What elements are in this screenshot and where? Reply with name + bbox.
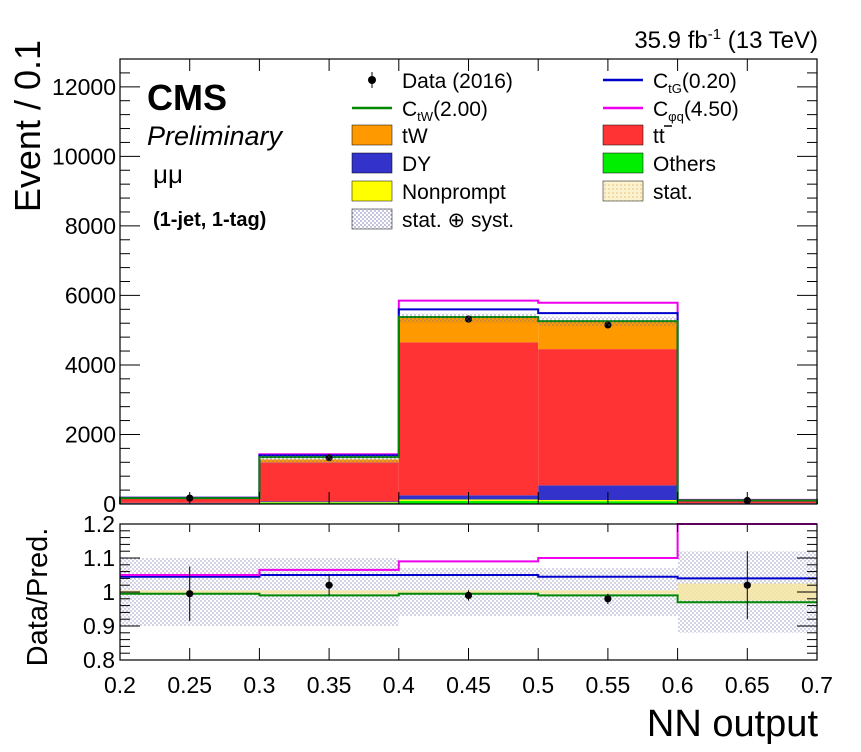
legend-label-dy: DY xyxy=(402,153,431,176)
legend-label-ctg: CtG(0.20) xyxy=(653,70,737,96)
ratio-ytick-label-2: 1 xyxy=(102,579,115,605)
ratio-xtick-label-5: 0.45 xyxy=(446,672,491,698)
main-uncertainty-band-bin-0 xyxy=(120,497,260,499)
tw-swatch-icon xyxy=(351,124,393,146)
bar-tt-bin-2 xyxy=(398,342,539,496)
legend-label-ttbar: tt xyxy=(653,125,665,148)
ratio-line-ctg xyxy=(120,574,817,580)
stat-swatch-icon xyxy=(602,180,644,202)
ratio-stat-band-bin-3 xyxy=(538,590,678,594)
ratio-data-point-0 xyxy=(186,590,194,598)
main-ytick-label-3: 6000 xyxy=(65,282,116,308)
legend-entry-stat: stat. xyxy=(602,180,693,204)
legend-entry-tw: tW xyxy=(351,124,428,148)
main-ytick-label-1: 2000 xyxy=(65,421,116,447)
ratio-data-point-3 xyxy=(604,595,612,603)
legend-label-ctw: CtW(2.00) xyxy=(402,98,488,124)
ratio-xtick-label-0: 0.2 xyxy=(104,672,136,698)
others-swatch-icon xyxy=(602,152,644,174)
legend-label-nonprompt: Nonprompt xyxy=(402,181,506,204)
ratio-data-point-2 xyxy=(464,591,473,600)
ttbar-swatch-icon xyxy=(602,124,644,146)
lumi-label: 35.9 fb-1 (13 TeV) xyxy=(634,26,818,54)
legend: Data (2016) CtW(2.00) tW DY Nonprompt st… xyxy=(351,70,739,232)
data-marker-icon xyxy=(368,76,376,84)
ratio-xtick-label-4: 0.4 xyxy=(383,672,415,698)
ratio-ytick-label-3: 1.1 xyxy=(83,545,115,571)
ratio-plot-area: 0.8 0.9 1 1.1 1.2 0.2 0.25 0.3 0.35 0.4 0.45 0.5 0.5… xyxy=(83,511,833,698)
legend-label-stat: stat. xyxy=(653,181,693,204)
legend-entry-others: Others xyxy=(602,152,716,176)
main-plot-area: 0 2000 4000 6000 8000 10000 12000 xyxy=(52,58,818,517)
legend-entry-cphiq: Cφq(4.50) xyxy=(603,98,739,124)
main-ytick-label-4: 8000 xyxy=(65,213,116,239)
main-uncertainty-band-bin-2 xyxy=(398,313,539,323)
bar-tt-bin-3 xyxy=(538,349,678,486)
main-ytick-label-6: 12000 xyxy=(52,74,116,100)
ratio-line-cphiq xyxy=(120,523,817,576)
ratio-xtick-label-1: 0.25 xyxy=(167,672,212,698)
legend-label-statsyst: stat. ⊕ syst. xyxy=(402,209,514,232)
ratio-data-point-4 xyxy=(743,581,751,589)
main-ytick-label-0: 0 xyxy=(103,491,116,517)
cms-label: CMS xyxy=(147,77,227,118)
ratio-xtick-label-6: 0.5 xyxy=(522,672,554,698)
legend-entry-ttbar: tt xyxy=(602,124,672,148)
ratio-xtick-label-2: 0.3 xyxy=(243,672,275,698)
ratio-data-point-1 xyxy=(325,581,333,589)
statsyst-swatch-icon xyxy=(351,208,393,230)
main-uncertainty-band-bin-3 xyxy=(538,316,678,326)
legend-entry-statsyst: stat. ⊕ syst. xyxy=(351,208,514,232)
ratio-xtick-label-9: 0.65 xyxy=(725,672,770,698)
nonprompt-swatch-icon xyxy=(351,180,393,202)
legend-label-others: Others xyxy=(653,153,716,176)
ratio-y-axis-title: Data/Pred. xyxy=(22,528,54,667)
ratio-ytick-label-1: 0.9 xyxy=(83,613,115,639)
legend-label-cphiq: Cφq(4.50) xyxy=(653,98,739,124)
legend-entry-ctg: CtG(0.20) xyxy=(603,70,737,96)
ratio-xtick-label-8: 0.6 xyxy=(662,672,694,698)
ratio-ytick-label-4: 1.2 xyxy=(83,511,115,537)
legend-label-data: Data (2016) xyxy=(402,70,513,93)
ratio-xtick-label-10: 0.7 xyxy=(801,672,833,698)
dy-swatch-icon xyxy=(351,152,393,174)
legend-entry-dy: DY xyxy=(351,152,431,176)
ratio-xtick-label-3: 0.35 xyxy=(307,672,352,698)
legend-entry-ctw: CtW(2.00) xyxy=(352,98,488,124)
legend-entry-nonprompt: Nonprompt xyxy=(351,180,506,204)
ratio-xtick-label-7: 0.55 xyxy=(586,672,631,698)
category-label: (1-jet, 1-tag) xyxy=(153,209,266,231)
main-uncertainty-band-bin-4 xyxy=(677,500,817,501)
main-y-axis-title: Event / 0.1 xyxy=(7,40,48,212)
legend-entry-data: Data (2016) xyxy=(368,70,513,93)
preliminary-label: Preliminary xyxy=(147,121,284,151)
x-axis-title: NN output xyxy=(647,703,819,745)
channel-label: μμ xyxy=(153,159,183,189)
ratio-ytick-label-0: 0.8 xyxy=(83,647,115,673)
main-uncertainty-band-bin-1 xyxy=(259,455,399,464)
legend-label-tw: tW xyxy=(402,125,428,148)
main-ytick-label-5: 10000 xyxy=(52,143,116,169)
main-ytick-label-2: 4000 xyxy=(65,352,116,378)
